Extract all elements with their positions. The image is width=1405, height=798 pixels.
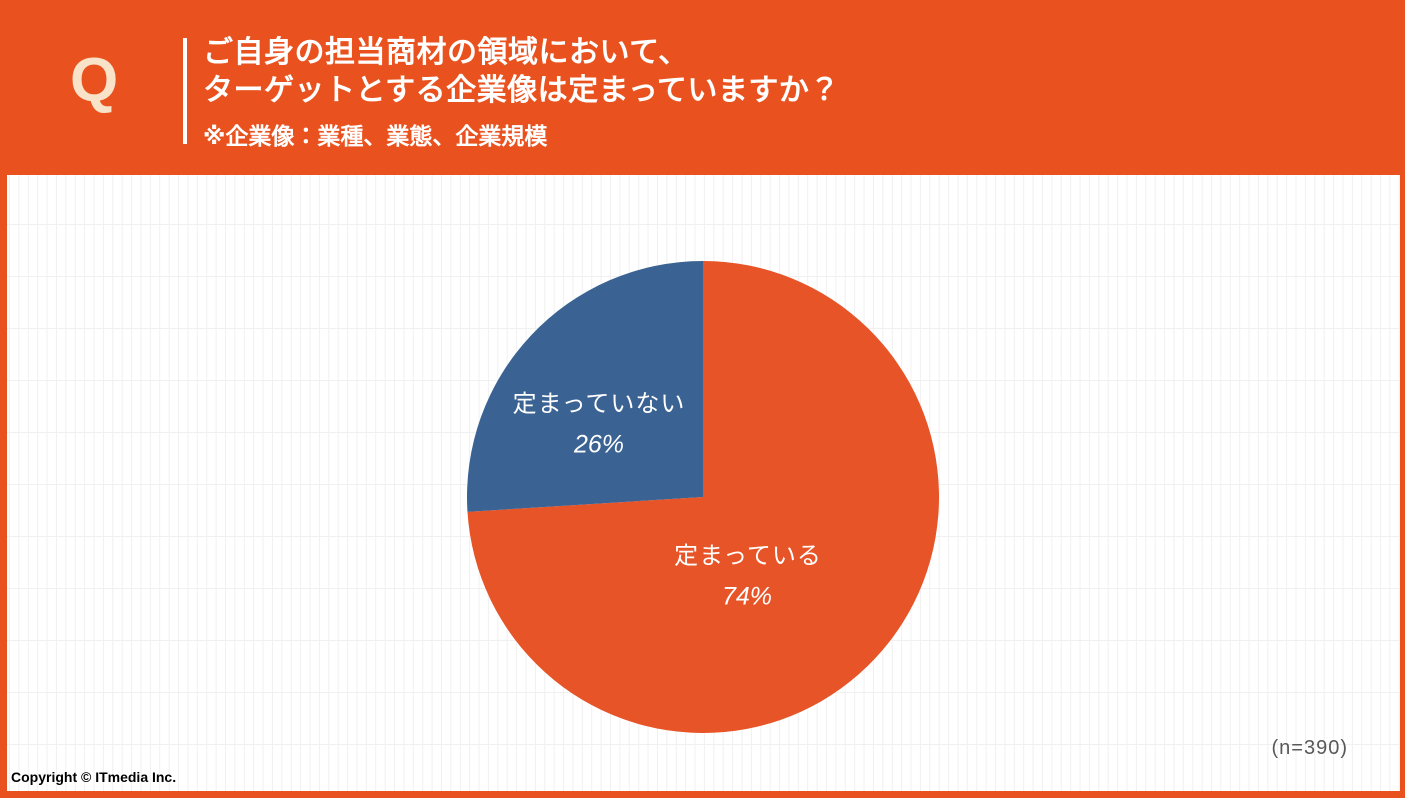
q-mark: Q bbox=[70, 46, 119, 115]
question-header: Q ご自身の担当商材の領域において、 ターゲットとする企業像は定まっていますか？… bbox=[0, 0, 1405, 175]
question-line-1: ご自身の担当商材の領域において、 bbox=[203, 36, 689, 69]
copyright: Copyright © ITmedia Inc. bbox=[11, 769, 177, 785]
pie-slice-label-not-determined: 定まっていない bbox=[512, 390, 686, 418]
pie-slice-label-determined: 定まっている bbox=[674, 542, 822, 570]
question-note: ※企業像：業種、業態、企業規模 bbox=[203, 123, 548, 149]
header-divider bbox=[183, 38, 187, 144]
pie-slice bbox=[467, 261, 703, 512]
question-title: ご自身の担当商材の領域において、 ターゲットとする企業像は定まっていますか？ ※… bbox=[203, 34, 840, 151]
sample-size: (n=390) bbox=[1271, 737, 1348, 759]
pie-chart: 定まっていない 26% 定まっている 74% bbox=[467, 261, 939, 733]
pie-slice-pct-not-determined: 26% bbox=[573, 430, 625, 459]
pie-slice-pct-determined: 74% bbox=[721, 582, 773, 611]
pie-slice bbox=[467, 261, 939, 733]
pie-svg bbox=[467, 261, 939, 733]
chart-area: 定まっていない 26% 定まっている 74% (n=390) Copyright… bbox=[7, 175, 1400, 791]
question-line-2: ターゲットとする企業像は定まっていますか？ bbox=[203, 74, 840, 107]
